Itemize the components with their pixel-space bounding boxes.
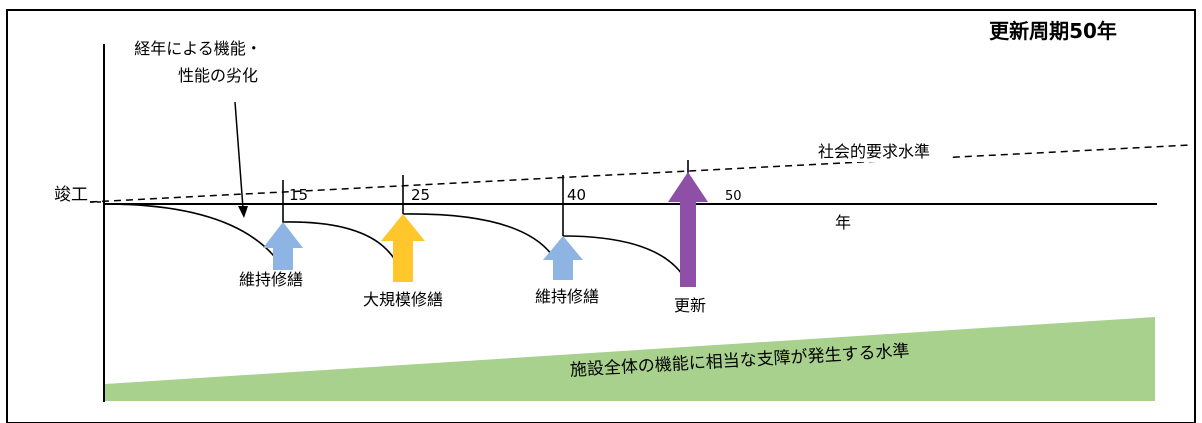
degradation-note-line1: 経年による機能・ xyxy=(134,39,262,58)
milestone-arrow xyxy=(668,172,708,287)
milestone-action: 更新 xyxy=(674,296,706,315)
milestone-year: 25 xyxy=(411,186,430,204)
social-requirement-line xyxy=(89,144,1191,203)
diagram-title: 更新周期50年 xyxy=(989,19,1117,43)
x-axis-label: 年 xyxy=(835,213,851,232)
milestone-1: 15 維持修繕 xyxy=(239,180,308,289)
milestone-4: 50 更新 xyxy=(668,160,742,315)
milestone-action: 維持修繕 xyxy=(239,270,303,289)
degradation-note-line2: 性能の劣化 xyxy=(178,66,258,85)
social-requirement-label: 社会的要求水準 xyxy=(818,142,930,161)
milestone-year: 40 xyxy=(567,186,586,204)
milestone-year: 15 xyxy=(289,186,308,204)
degradation-curve-1 xyxy=(103,203,284,269)
milestone-arrow xyxy=(381,214,425,282)
milestone-2: 25 大規模修繕 xyxy=(363,175,443,309)
critical-level-band xyxy=(105,317,1155,401)
degradation-pointer-head xyxy=(238,206,248,218)
milestone-3: 40 維持修繕 xyxy=(535,175,599,306)
degradation-curve-3 xyxy=(402,213,564,281)
milestone-year: 50 xyxy=(725,189,742,204)
degradation-pointer xyxy=(234,101,244,209)
outer-frame xyxy=(6,9,1196,423)
milestone-arrow xyxy=(263,222,303,270)
social-label-backdrop xyxy=(800,140,950,162)
milestone-arrow xyxy=(543,236,583,280)
milestone-action: 大規模修繕 xyxy=(363,290,443,309)
start-label: 竣工 xyxy=(54,185,88,205)
milestone-action: 維持修繕 xyxy=(535,287,599,306)
